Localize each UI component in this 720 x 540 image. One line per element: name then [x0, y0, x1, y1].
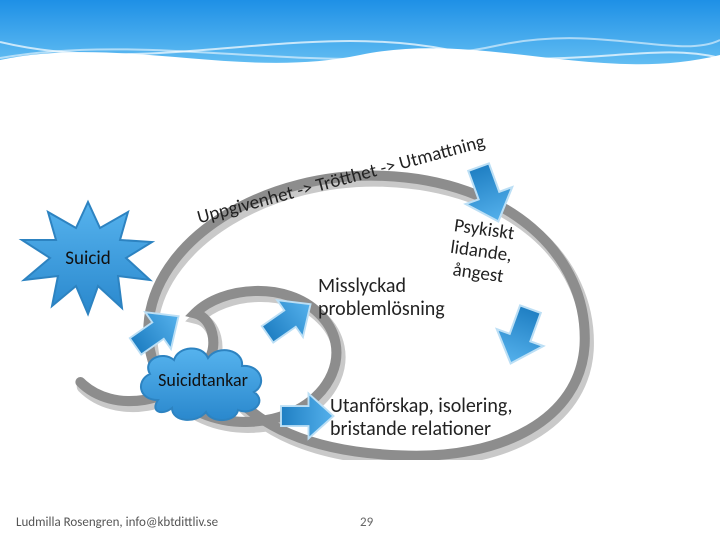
label-center: Misslyckad problemlösning — [318, 275, 445, 321]
arrow-3 — [276, 390, 336, 442]
star-label: Suicid — [65, 247, 110, 270]
footer-author: Ludmilla Rosengren, info@kbtdittliv.se — [16, 515, 218, 530]
label-bottom: Utanförskap, isolering, bristande relati… — [330, 395, 513, 441]
cloud-label: Suicidtankar — [158, 369, 248, 391]
star-suicid: Suicid — [18, 198, 158, 318]
cloud-suicidtankar: Suicidtankar — [128, 340, 278, 420]
label-psykiskt: Psykiskt lidande, ångest — [446, 215, 516, 289]
header-wave — [0, 0, 720, 90]
page-number: 29 — [360, 515, 373, 530]
